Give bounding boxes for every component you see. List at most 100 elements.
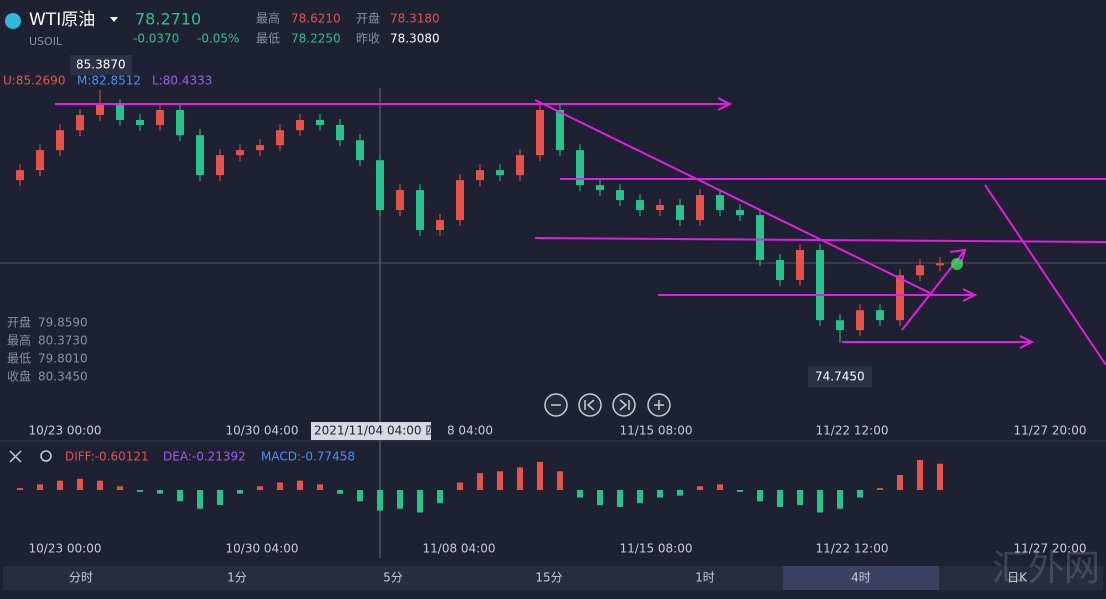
boll-upper: U:85.2690 [3,74,65,88]
macd-bar [617,490,623,507]
prev[interactable] [578,393,602,417]
macd-bar [897,475,903,490]
candle-body [196,135,204,176]
macd-bar [37,484,43,490]
nav [544,393,671,417]
tab[interactable]: 日K [1007,571,1028,585]
candles [16,90,944,343]
candle-body [396,190,404,211]
candle-body [276,130,284,146]
candle-body [716,195,724,211]
macd-bar [297,480,303,490]
min-box [808,366,872,387]
macd-bar [417,490,423,513]
candle-body [536,109,544,156]
macd-value: MACD:-0.77458 [261,450,355,464]
macd-bar [857,490,863,498]
candle-body [676,205,684,221]
macd-dea: DEA:-0.21392 [163,450,246,464]
macd-bar [77,478,83,490]
macd-bar [657,490,663,498]
macd-bar [397,490,403,509]
candle-body [696,195,704,221]
tab[interactable]: 5分 [383,571,403,585]
candle-body [316,119,324,125]
candle-body [756,215,764,261]
candle-body [496,170,504,176]
tab[interactable]: 15分 [535,571,562,585]
macd-bar [877,488,883,490]
min-price: 74.7450 [815,370,865,384]
settings[interactable] [40,450,52,462]
macd-bar [777,490,783,507]
macd-bar [57,480,63,490]
boll-lower: L:80.4333 [152,74,212,88]
macd-bar [917,460,923,490]
next[interactable] [612,393,636,417]
tab[interactable]: 1时 [695,571,715,585]
candle-body [816,250,824,321]
x-label: 10/30 04:00 [226,424,299,438]
label: 昨收 [356,32,380,46]
candle-body [56,130,64,151]
candle-body [136,119,144,125]
macd-bar [717,484,723,490]
info-value: 79.8590 [38,316,88,330]
candle-body [176,109,184,136]
macd-bar [137,490,143,492]
macd-bar [457,482,463,490]
candle-body [796,250,804,280]
macd-bar [337,490,343,494]
change: -0.0370 [133,32,179,46]
boll-middle: M:82.8512 [77,74,141,88]
macd-bar [357,490,363,502]
tab[interactable]: 1分 [227,571,247,585]
x-label: 8 04:00 [447,424,493,438]
candle-body [896,275,904,321]
candle-body [296,119,304,131]
macd-bar [157,490,163,494]
label: 开盘 [356,11,380,26]
symbol-icon [5,13,21,29]
tab-active [783,566,939,590]
info-value: 79.8010 [38,352,88,366]
macd-bar [257,486,263,490]
macd-bar [497,471,503,490]
macd-bar [177,490,183,502]
candle-body [436,220,444,231]
candle-body [656,205,664,211]
macd-bar [517,467,523,490]
macd-bar [317,484,323,490]
x-label: 11/22 12:00 [816,424,889,438]
x-label: 11/15 08:00 [620,424,693,438]
candle-body [876,310,884,321]
macd-bar [17,488,23,490]
tab[interactable]: 4时 [851,571,871,585]
time-bubble [311,422,431,440]
macd-bar [837,490,843,509]
candle-body [576,150,584,186]
macd-bar [217,490,223,505]
macd-bar [277,482,283,490]
candle-body [776,260,784,280]
candle-body [516,155,524,176]
info-label: 最高 [7,333,31,348]
macd-bar [437,490,443,504]
candle-body [596,185,604,191]
x-label: 11/27 20:00 [1014,424,1087,438]
change-pct: -0.05% [197,32,239,46]
close-indicator[interactable] [9,450,22,463]
candle-body [36,150,44,171]
symbol[interactable]: WTI原油 [29,10,95,30]
macd-bar [637,490,643,504]
candle-body [856,310,864,331]
tabs: 分时 1分 5分 15分 1时 4时 日K [3,566,1103,590]
macd-bar [577,490,583,498]
candle-body [476,170,484,181]
macd-bar [377,490,383,511]
macd-bar [757,490,763,502]
dropdown-arrow[interactable] [110,17,118,22]
symbol-code: USOIL [29,35,63,48]
tab[interactable]: 分时 [69,571,93,585]
